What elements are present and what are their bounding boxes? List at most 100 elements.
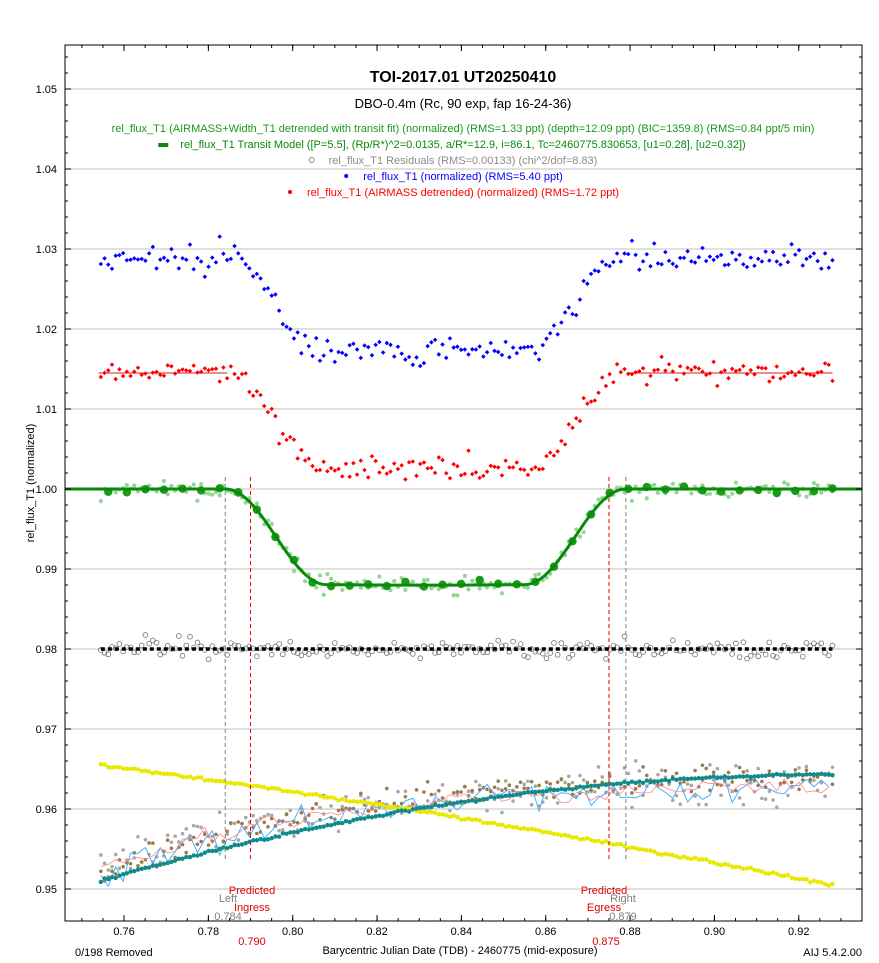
x-tick-label: 0.92 [788,926,809,938]
brown-point [199,839,203,844]
green-point [314,585,319,590]
yellow-point [191,776,196,781]
brown-point [559,777,564,782]
teal-point [187,854,193,860]
red-point [826,362,832,368]
brown-point [373,809,378,813]
teal-point [347,819,352,825]
yellow-point [243,782,248,787]
blue-point [778,262,783,267]
red-point [804,371,809,377]
gray-point [113,852,118,857]
teal-point [432,802,438,808]
gray-point [581,778,586,782]
gray-point [771,798,775,802]
right-marker-label: Right [610,893,636,905]
residual-point [209,643,216,649]
blue-point [432,337,438,343]
blue-point [603,262,609,267]
yellow-point [458,817,464,822]
brown-point [830,782,835,787]
gray-point [366,795,371,800]
teal-point [603,782,609,788]
yellow-point [258,784,263,789]
teal-point [588,783,594,789]
blue-point [336,349,341,355]
green-binned-point [772,488,781,498]
brown-point [507,783,512,788]
gray-point [340,804,345,809]
brown-point [229,821,233,825]
red-point [247,389,252,395]
red-point [250,393,256,398]
teal-point [774,771,779,777]
yellow-point [707,859,713,865]
red-point [744,371,750,377]
blue-point [332,359,338,365]
teal-point [507,793,512,798]
yellow-point [811,878,817,884]
blue-point [611,259,616,265]
blue-point [410,362,416,368]
teal-point [752,774,757,779]
teal-point [585,784,590,789]
red-point [518,466,523,472]
red-point [822,361,828,366]
yellow-point [347,799,352,804]
red-point [172,371,178,376]
blue-point [473,347,479,352]
residual-point [276,641,282,647]
gray-point [102,861,107,865]
teal-point [336,820,341,826]
gray-point [195,824,200,829]
yellow-point [421,809,427,814]
brown-point [221,839,226,844]
teal-point [447,801,453,806]
blue-point [637,267,642,272]
teal-point [210,848,215,854]
gray-point [726,783,731,787]
red-point [733,368,739,374]
yellow-point [559,833,564,838]
brown-point [500,788,504,793]
yellow-point [221,779,226,784]
teal-point [681,776,687,781]
residual-point [692,651,698,658]
blue-point [417,363,423,369]
red-point [184,368,189,373]
teal-point [644,778,649,783]
yellow-point [577,837,583,842]
yellow-point [198,775,204,780]
teal-point [826,772,831,777]
yellow-point [299,790,304,796]
yellow-point [826,883,831,888]
residual-point [725,643,732,650]
red-point [640,366,646,371]
red-point [299,447,304,453]
red-point [425,466,430,471]
residual-point [502,642,509,649]
brown-point [726,770,731,775]
yellow-point [484,820,490,826]
teal-point [666,778,672,784]
yellow-point [470,817,475,822]
gray-point [704,802,709,807]
teal-point [592,783,597,788]
green-point [421,578,427,583]
green-point [462,573,467,579]
teal-point [782,772,787,778]
legend-entry: rel_flux_T1 Transit Model ([P=5.5], (Rp/… [180,139,745,151]
residual-point [179,652,186,659]
yellow-point [380,803,386,808]
teal-point [785,773,791,778]
yellow-point [737,864,742,870]
gray-point [403,789,408,794]
red-point [466,448,471,453]
gray-point [578,773,582,778]
red-point [321,459,326,464]
teal-point [399,808,404,813]
yellow-point [280,788,286,794]
ingress-value: 0.790 [238,936,266,948]
brown-point [700,763,705,768]
blue-point [544,336,549,341]
